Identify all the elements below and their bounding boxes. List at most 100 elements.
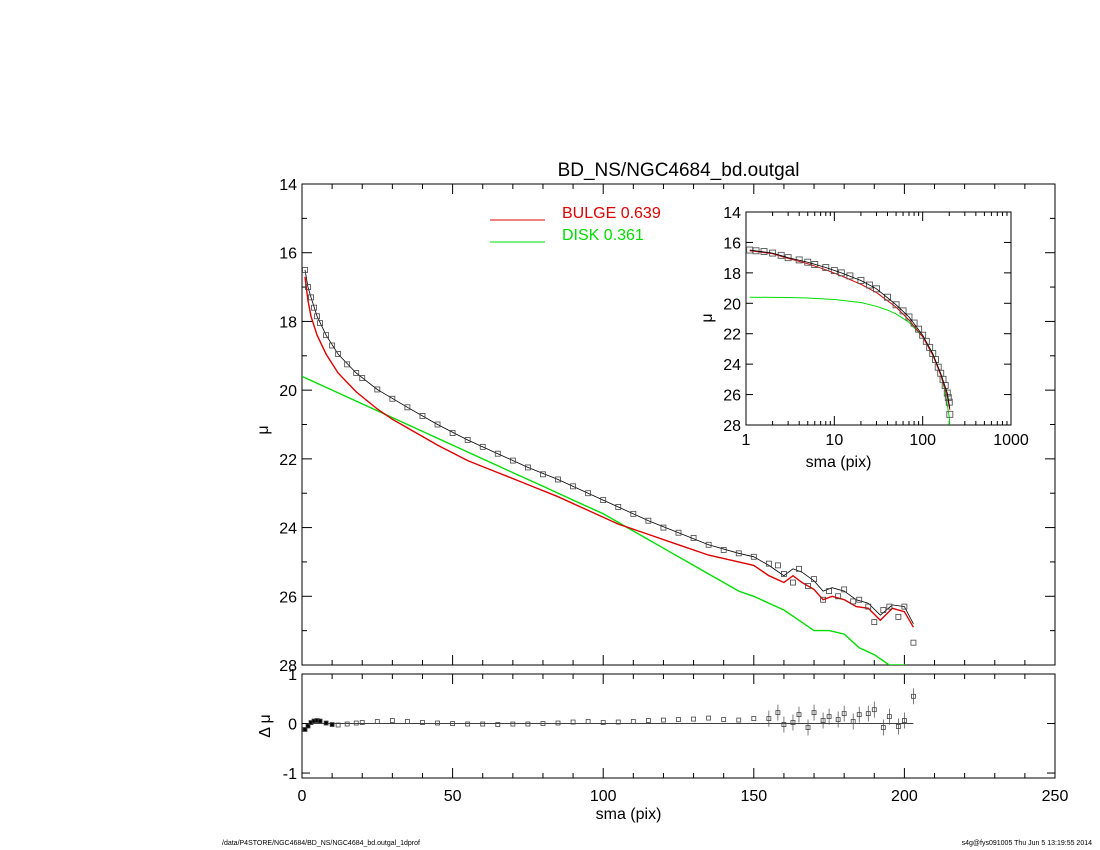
inset-x-tick-label: 10 (825, 432, 843, 449)
data-point (323, 332, 329, 339)
data-point (389, 395, 396, 402)
inset-data-point (795, 256, 803, 264)
residual-point (600, 720, 606, 725)
x-tick-label: 200 (891, 788, 918, 805)
y-tick-label: 22 (279, 452, 297, 469)
x-tick-label: 0 (298, 788, 307, 805)
data-point (735, 550, 742, 557)
residual-point (856, 712, 862, 718)
data-point (308, 294, 314, 301)
inset-y-tick-label: 16 (723, 235, 741, 252)
residual-point (805, 725, 811, 730)
residual-point (615, 719, 621, 725)
data-point (540, 471, 546, 478)
inset-data-point (932, 356, 940, 364)
data-point (311, 304, 317, 311)
data-point (820, 596, 826, 603)
residual-point (895, 724, 901, 729)
residual-point (450, 721, 456, 726)
residual-point (691, 716, 696, 722)
residual-point (676, 717, 681, 722)
inset-data-point (910, 319, 918, 327)
data-point (630, 510, 637, 517)
inset-y-tick-label: 20 (723, 296, 741, 313)
y-tick-label: 18 (279, 314, 297, 331)
data-point (901, 603, 908, 610)
inset-data-point (915, 325, 923, 333)
inset-data-point (837, 269, 845, 277)
inset-bulge-line (749, 250, 951, 410)
data-point (871, 619, 878, 625)
y-tick-label: 14 (279, 177, 297, 194)
residual-point (751, 716, 757, 721)
data-point (826, 588, 832, 595)
data-point (464, 437, 471, 443)
y-tick-label: 26 (279, 589, 297, 606)
data-point (585, 490, 592, 497)
data-point (302, 266, 308, 273)
resid-y-tick-label: 1 (288, 667, 297, 684)
y-tick-label: 24 (279, 521, 297, 538)
data-point (509, 457, 516, 464)
inset-data-point (943, 389, 951, 397)
inset-y-tick-label: 24 (723, 357, 741, 374)
data-point (479, 443, 486, 450)
inset-panel: 14 16 18 20 22 24 26 281 10 100 1000 sma (pix) μ (699, 205, 1029, 471)
inset-data-point (941, 381, 949, 389)
inset-y-tick-label: 22 (723, 327, 741, 344)
inset-data-point (784, 254, 792, 262)
main-y-axis-label: μ (255, 425, 272, 434)
x-tick-label: 250 (1042, 788, 1069, 805)
disk-line (302, 375, 906, 665)
data-point (865, 603, 872, 610)
data-point (705, 541, 712, 548)
inset-total-model-line (749, 249, 951, 409)
inset-data-point (919, 331, 927, 339)
data-point (404, 404, 411, 411)
inset-y-tick-label: 28 (723, 418, 741, 435)
data-point (675, 529, 682, 536)
data-point (374, 386, 381, 393)
data-point (353, 370, 360, 376)
x-axis-label: sma (pix) (596, 806, 662, 823)
residual-point (736, 717, 742, 723)
residual-point (841, 711, 847, 717)
data-point (720, 547, 727, 553)
resid-y-tick-label: -1 (283, 766, 297, 783)
residual-point (766, 716, 772, 721)
residual-point (630, 719, 636, 724)
data-point (750, 553, 757, 560)
data-point (796, 565, 802, 572)
inset-x-tick-label: 1000 (993, 432, 1029, 449)
residual-point (525, 721, 531, 727)
inset-data-point (811, 261, 819, 268)
inset-data-point (777, 251, 785, 259)
inset-data-point (873, 285, 880, 293)
data-point (615, 504, 622, 510)
residual-point (305, 723, 311, 729)
data-point (856, 596, 863, 603)
resid-y-axis-label: Δ μ (257, 714, 274, 737)
inset-data-point (846, 272, 854, 280)
inset-y-tick-label: 14 (723, 205, 741, 222)
data-point (645, 517, 652, 524)
residual-point (865, 711, 871, 717)
data-point (494, 450, 501, 457)
data-point (570, 483, 576, 490)
data-point (344, 361, 351, 368)
data-point (660, 524, 667, 531)
footer-stamp: s4g@fys091005 Thu Jun 5 13:19:55 2014 (961, 840, 1092, 847)
residual-point (811, 710, 817, 716)
x-tick-label: 100 (590, 788, 617, 805)
residual-point (585, 719, 591, 724)
data-point (555, 476, 561, 483)
data-point (835, 593, 842, 600)
total-model-line (304, 269, 914, 624)
residual-point (435, 720, 440, 726)
data-point (895, 614, 902, 620)
inset-y-tick-label: 26 (723, 388, 741, 405)
main-panel: BD_NS/NGC4684_bd.outgal 14 16 18 20 22 24 26 28 μ… (255, 160, 1056, 675)
data-point (314, 313, 320, 320)
resid-y-tick-label: 0 (288, 717, 297, 734)
